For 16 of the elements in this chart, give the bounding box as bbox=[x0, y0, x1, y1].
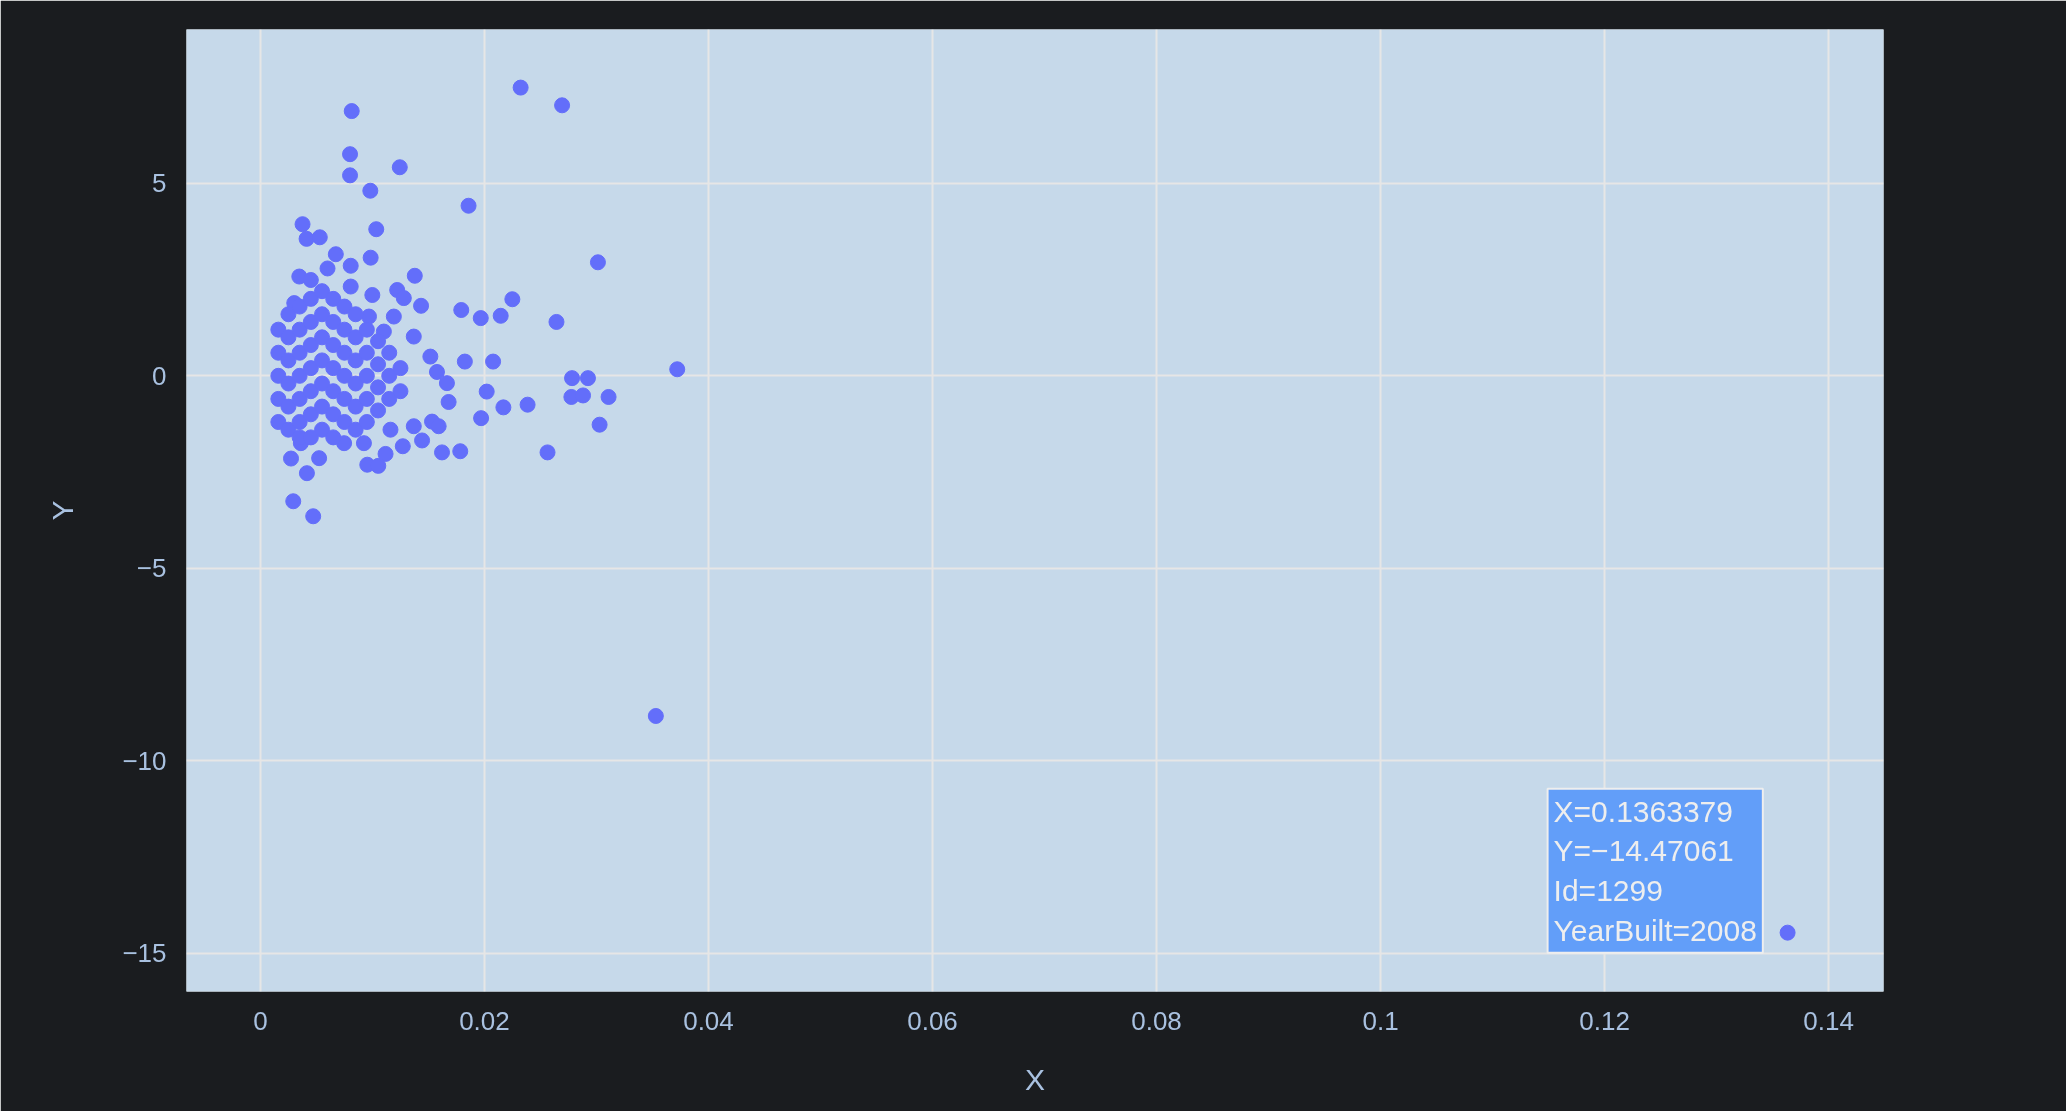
x-tick-label: 0.12 bbox=[1579, 1005, 1630, 1036]
y-tick-label: −5 bbox=[136, 553, 167, 584]
x-tick-label: 0.1 bbox=[1362, 1005, 1399, 1036]
y-tick-label: −10 bbox=[122, 745, 167, 776]
x-tick-label: 0.06 bbox=[907, 1005, 958, 1036]
y-tick-label: −15 bbox=[122, 938, 167, 969]
y-axis-title: Y bbox=[46, 500, 80, 521]
annotation: X=0.1363379 Y=−14.47061 Id=1299 YearBuilt=2008 bbox=[1553, 794, 1757, 947]
x-tick-label: 0.02 bbox=[459, 1005, 510, 1036]
x-tick-label: 0 bbox=[253, 1005, 268, 1036]
x-tick-label: 0.08 bbox=[1131, 1005, 1182, 1036]
x-tick-label: 0.04 bbox=[683, 1005, 734, 1036]
x-tick-label: 0.14 bbox=[1803, 1005, 1854, 1036]
y-tick-label: 5 bbox=[152, 168, 167, 199]
x-axis-title: X bbox=[1025, 1062, 1046, 1096]
y-tick-label: 0 bbox=[152, 360, 167, 391]
